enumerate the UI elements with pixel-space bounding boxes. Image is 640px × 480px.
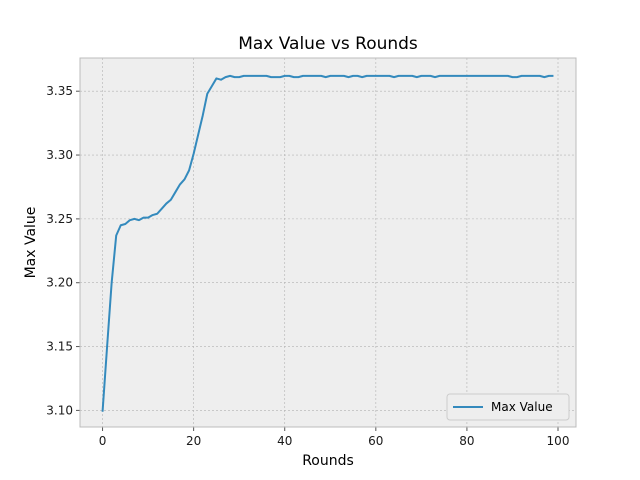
chart-title: Max Value vs Rounds: [238, 34, 418, 54]
legend-box: [446, 393, 570, 421]
y-axis-label: Max Value: [23, 207, 39, 279]
y-tick-label: 3.30: [46, 148, 73, 162]
series-line-max-value: [101, 74, 554, 412]
plot-area: [80, 58, 576, 427]
x-tick-label: 80: [459, 434, 474, 448]
x-tick-label: 100: [547, 434, 570, 448]
x-tick-label: 20: [186, 434, 201, 448]
legend: Max Value: [446, 393, 570, 421]
y-tick-label: 3.25: [46, 212, 73, 226]
legend-label-max-value: Max Value: [491, 400, 553, 414]
y-tick-label: 3.20: [46, 276, 73, 290]
y-tick-label: 3.10: [46, 403, 73, 417]
x-tick-label: 60: [368, 434, 383, 448]
x-axis-ticks: 0 20 40 60 80 100: [99, 427, 570, 448]
x-tick-label: 40: [277, 434, 292, 448]
y-tick-label: 3.15: [46, 340, 73, 354]
x-tick-label: 0: [99, 434, 107, 448]
plot-frame: [79, 57, 577, 428]
x-axis-label: Rounds: [302, 453, 354, 469]
y-axis-ticks: 3.10 3.15 3.20 3.25 3.30 3.35: [46, 84, 80, 417]
y-tick-label: 3.35: [46, 84, 73, 98]
